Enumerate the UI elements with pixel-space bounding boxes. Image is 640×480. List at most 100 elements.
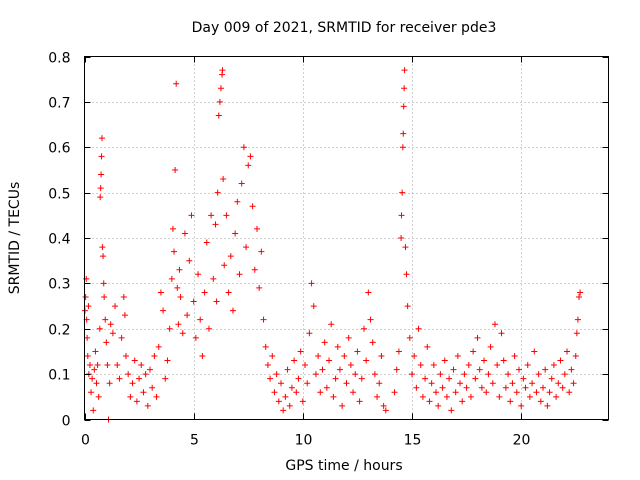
x-axis-label: GPS time / hours [285, 458, 402, 474]
data-point [485, 371, 492, 378]
data-point [430, 362, 437, 369]
data-point [188, 212, 195, 219]
data-point [376, 380, 383, 387]
data-point [291, 357, 298, 364]
data-point [403, 271, 410, 278]
data-point [169, 225, 176, 232]
data-point [195, 271, 202, 278]
data-point [371, 371, 378, 378]
data-point [544, 402, 551, 409]
data-point [332, 375, 339, 382]
data-point [153, 393, 160, 400]
data-point [229, 307, 236, 314]
data-point [401, 67, 408, 74]
data-point [341, 352, 348, 359]
data-point [529, 380, 536, 387]
x-tick-label: 5 [190, 433, 199, 449]
data-point [97, 185, 104, 192]
data-point [443, 393, 450, 400]
data-point [88, 389, 95, 396]
data-point [160, 307, 167, 314]
data-point [374, 393, 381, 400]
data-point [94, 362, 101, 369]
data-point [84, 334, 91, 341]
data-point [140, 389, 147, 396]
data-point [179, 330, 186, 337]
x-tick-label: 15 [404, 433, 422, 449]
data-point [100, 253, 107, 260]
data-point [271, 389, 278, 396]
ticks-layer: 0 5 10 15 20 0 0.1 0.2 0.3 0.4 0.5 0.6 0.7 0.8 [48, 51, 609, 449]
data-point [162, 375, 169, 382]
data-point [260, 316, 267, 323]
plot-frame [84, 56, 609, 420]
data-point [437, 371, 444, 378]
data-point [114, 362, 121, 369]
data-point [435, 402, 442, 409]
data-point [100, 280, 107, 287]
data-point [133, 398, 140, 405]
data-point [302, 362, 309, 369]
data-point [98, 135, 105, 142]
data-point [262, 343, 269, 350]
data-point [142, 371, 149, 378]
data-point [522, 384, 529, 391]
data-point [172, 166, 179, 173]
data-point [186, 257, 193, 264]
data-point [109, 330, 116, 337]
data-point [557, 357, 564, 364]
data-point [221, 262, 228, 269]
data-point [474, 334, 481, 341]
data-point [350, 389, 357, 396]
data-point [245, 162, 252, 169]
data-point [321, 339, 328, 346]
data-point [216, 98, 223, 105]
data-point [400, 103, 407, 110]
data-point [323, 384, 330, 391]
data-point [275, 398, 282, 405]
data-point [413, 384, 420, 391]
data-point [89, 375, 96, 382]
data-point [201, 289, 208, 296]
data-point [463, 384, 470, 391]
y-tick-label: 0 [62, 414, 71, 430]
data-point [568, 366, 575, 373]
data-point [232, 230, 239, 237]
data-point [247, 153, 254, 160]
grid-layer [84, 56, 609, 420]
data-point [306, 330, 313, 337]
data-point [129, 380, 136, 387]
data-point [236, 271, 243, 278]
data-point [104, 362, 111, 369]
data-point [511, 352, 518, 359]
y-tick-label: 0.1 [48, 368, 70, 384]
data-point [203, 239, 210, 246]
data-point [559, 384, 566, 391]
data-point [439, 384, 446, 391]
data-point [572, 352, 579, 359]
data-point [212, 221, 219, 228]
data-point [518, 402, 525, 409]
data-point [360, 325, 367, 332]
data-point [208, 212, 215, 219]
data-point [540, 384, 546, 391]
data-point [500, 357, 507, 364]
data-point [399, 189, 406, 196]
data-point [409, 371, 415, 378]
data-point [282, 393, 289, 400]
data-point [446, 375, 453, 382]
data-point [284, 366, 291, 373]
data-point [82, 293, 89, 300]
data-point [125, 371, 132, 378]
data-point [489, 380, 496, 387]
data-point [96, 325, 103, 332]
data-point [574, 316, 581, 323]
data-point [103, 339, 110, 346]
data-point [363, 357, 370, 364]
data-point [524, 362, 531, 369]
chart-title: Day 009 of 2021, SRMTID for receiver pde… [192, 20, 497, 36]
data-point [267, 375, 274, 382]
data-point [223, 212, 230, 219]
data-point [121, 312, 128, 319]
data-point [155, 343, 162, 350]
